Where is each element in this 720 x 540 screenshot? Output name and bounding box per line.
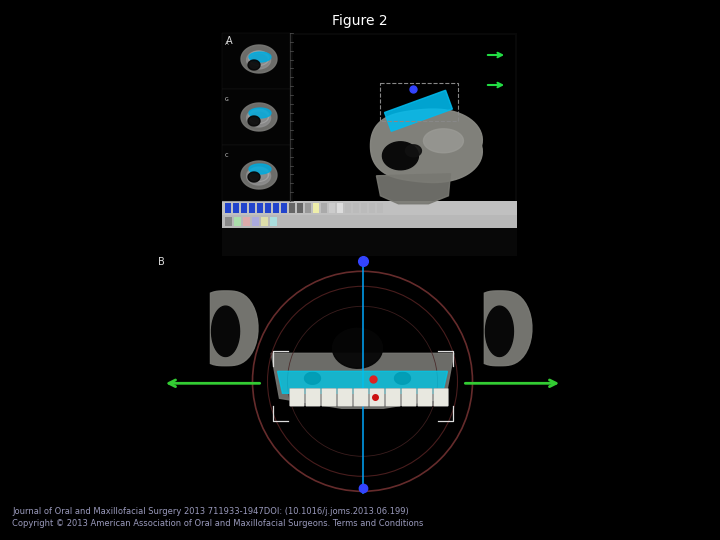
Polygon shape: [249, 109, 269, 123]
Bar: [289, 203, 295, 213]
Polygon shape: [249, 52, 271, 62]
Bar: [281, 203, 287, 213]
Polygon shape: [384, 90, 452, 131]
Bar: [293, 35, 515, 226]
Polygon shape: [249, 51, 269, 65]
Bar: [353, 203, 359, 213]
Text: B: B: [158, 257, 165, 267]
Polygon shape: [210, 291, 258, 366]
Polygon shape: [371, 109, 482, 183]
Text: Figure 2: Figure 2: [332, 14, 388, 28]
Polygon shape: [333, 328, 382, 368]
Bar: [329, 203, 335, 213]
Polygon shape: [423, 129, 464, 153]
FancyBboxPatch shape: [385, 388, 400, 406]
Polygon shape: [249, 108, 271, 118]
Bar: [225, 217, 232, 226]
FancyBboxPatch shape: [369, 388, 384, 406]
Bar: [345, 203, 351, 213]
Bar: [265, 203, 271, 213]
Bar: [234, 217, 241, 226]
Bar: [377, 203, 383, 213]
Polygon shape: [247, 51, 271, 69]
Bar: [257, 203, 263, 213]
Text: C: C: [225, 153, 229, 158]
FancyBboxPatch shape: [322, 388, 336, 406]
Bar: [222, 33, 517, 256]
Bar: [222, 89, 290, 145]
Bar: [222, 145, 290, 201]
Polygon shape: [395, 372, 410, 384]
FancyBboxPatch shape: [433, 388, 449, 406]
Bar: [369, 203, 375, 213]
Bar: [241, 203, 247, 213]
Bar: [222, 33, 290, 201]
FancyBboxPatch shape: [418, 388, 433, 406]
Polygon shape: [377, 174, 451, 204]
Bar: [243, 217, 250, 226]
Polygon shape: [485, 306, 513, 356]
Text: A: A: [226, 36, 233, 46]
Polygon shape: [382, 142, 418, 170]
Bar: [222, 201, 517, 215]
Bar: [361, 203, 367, 213]
Polygon shape: [405, 145, 421, 157]
Text: Journal of Oral and Maxillofacial Surgery 2013 711933-1947DOI: (10.1016/j.joms.2: Journal of Oral and Maxillofacial Surger…: [12, 507, 409, 516]
Polygon shape: [485, 291, 532, 366]
Polygon shape: [277, 372, 448, 393]
FancyBboxPatch shape: [338, 388, 353, 406]
Bar: [380, 83, 459, 121]
Bar: [270, 217, 277, 226]
Text: Copyright © 2013 American Association of Oral and Maxillofacial Surgeons. Terms : Copyright © 2013 American Association of…: [12, 519, 423, 528]
Polygon shape: [248, 60, 260, 70]
Polygon shape: [212, 306, 240, 356]
FancyBboxPatch shape: [289, 388, 305, 406]
Bar: [222, 215, 517, 228]
Polygon shape: [248, 116, 260, 126]
Polygon shape: [248, 172, 260, 182]
Polygon shape: [305, 372, 320, 384]
Polygon shape: [247, 109, 271, 127]
Polygon shape: [251, 55, 267, 64]
FancyBboxPatch shape: [305, 388, 320, 406]
Bar: [313, 203, 319, 213]
Polygon shape: [251, 112, 267, 123]
Text: G: G: [225, 97, 229, 102]
Polygon shape: [249, 164, 271, 174]
Bar: [273, 203, 279, 213]
Bar: [249, 203, 255, 213]
Bar: [252, 217, 259, 226]
Bar: [305, 203, 311, 213]
Bar: [225, 203, 231, 213]
Bar: [222, 33, 290, 89]
Polygon shape: [241, 103, 277, 131]
Polygon shape: [251, 170, 267, 180]
FancyBboxPatch shape: [402, 388, 416, 406]
Bar: [321, 203, 327, 213]
Polygon shape: [249, 167, 269, 181]
Polygon shape: [241, 45, 277, 73]
Text: A: A: [225, 41, 229, 46]
Bar: [297, 203, 303, 213]
Bar: [261, 217, 268, 226]
Bar: [233, 203, 239, 213]
Polygon shape: [241, 161, 277, 189]
FancyBboxPatch shape: [354, 388, 369, 406]
Polygon shape: [271, 353, 454, 408]
Bar: [337, 203, 343, 213]
Polygon shape: [247, 167, 271, 185]
